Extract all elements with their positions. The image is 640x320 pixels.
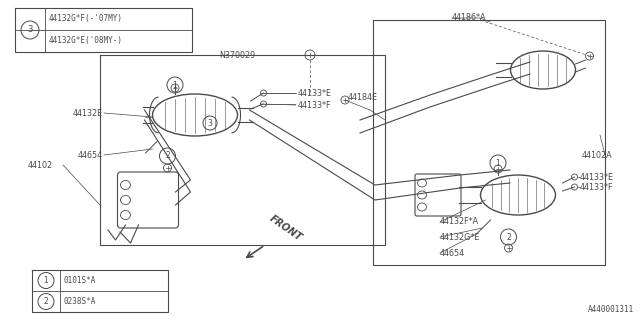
Text: 44132E: 44132E <box>73 108 103 117</box>
Text: 44132G*E: 44132G*E <box>440 233 481 242</box>
Circle shape <box>260 101 266 107</box>
Text: 0238S*A: 0238S*A <box>64 297 97 306</box>
Text: 44133*F: 44133*F <box>579 182 613 191</box>
Circle shape <box>260 90 266 96</box>
Text: 44186*A: 44186*A <box>452 13 486 22</box>
Text: 2: 2 <box>44 297 49 306</box>
Circle shape <box>572 174 577 180</box>
Text: 44132G*F(-'07MY): 44132G*F(-'07MY) <box>49 14 123 23</box>
Text: FRONT: FRONT <box>268 213 304 243</box>
Text: 2: 2 <box>165 151 170 161</box>
Text: 1: 1 <box>44 276 49 285</box>
Text: 44133*F: 44133*F <box>298 100 332 109</box>
Text: 0101S*A: 0101S*A <box>64 276 97 285</box>
Text: A440001311: A440001311 <box>588 305 634 314</box>
Text: 44132F*A: 44132F*A <box>440 218 479 227</box>
Text: 3: 3 <box>207 118 212 127</box>
Text: N370029: N370029 <box>219 51 255 60</box>
Text: 44102A: 44102A <box>581 150 612 159</box>
Text: 44654: 44654 <box>440 249 465 258</box>
Text: 44102: 44102 <box>28 161 53 170</box>
Text: 2: 2 <box>506 233 511 242</box>
Text: 1: 1 <box>173 81 177 90</box>
Text: 44133*E: 44133*E <box>298 89 332 98</box>
Text: 44654: 44654 <box>78 150 103 159</box>
Text: 44132G*E('08MY-): 44132G*E('08MY-) <box>49 36 123 45</box>
Text: 44133*E: 44133*E <box>579 172 614 181</box>
Text: 1: 1 <box>495 158 500 167</box>
Text: 44184E: 44184E <box>348 92 378 101</box>
Text: 3: 3 <box>28 26 33 35</box>
Circle shape <box>572 184 577 190</box>
